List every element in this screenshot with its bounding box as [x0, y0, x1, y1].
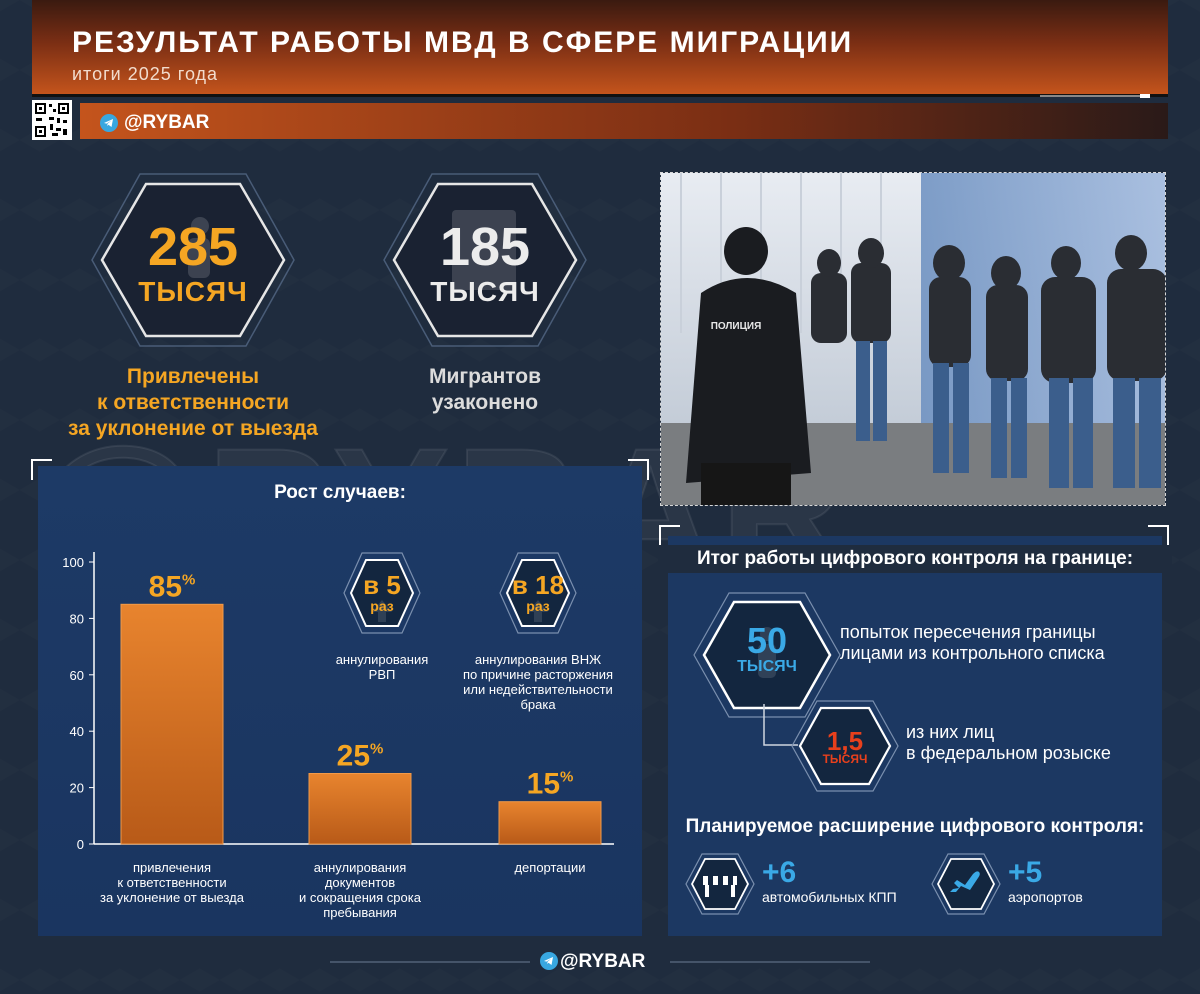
barrier-icon	[685, 853, 755, 915]
stat-unit-1: ТЫСЯЧ	[138, 276, 248, 307]
footer-telegram-icon[interactable]	[540, 952, 558, 970]
growth-unit-1: раз	[370, 598, 394, 614]
bar-data-label: 25%	[337, 740, 384, 773]
expansion-label-2: аэропортов	[1008, 889, 1083, 905]
y-tick-label: 60	[70, 668, 84, 683]
x-tick-label: к ответственности	[117, 875, 226, 890]
header-band	[32, 0, 1168, 94]
growth-label-1: аннулирования РВП	[335, 652, 429, 682]
control-unit-1: ТЫСЯЧ	[737, 658, 797, 675]
control-unit-2: ТЫСЯЧ	[822, 752, 868, 766]
police-sign: ПОЛИЦИЯ	[711, 321, 762, 332]
bar	[120, 603, 224, 845]
control-connector	[763, 704, 798, 746]
x-tick-label: пребывания	[323, 905, 397, 920]
brand-band	[80, 103, 1168, 139]
chart-panel-corners	[31, 459, 649, 480]
brand-handle[interactable]: @RYBAR	[124, 112, 210, 133]
police-photo: ПОЛИЦИЯ	[660, 172, 1166, 506]
stat-hexagon-1	[91, 173, 295, 347]
stat-label-2: Мигрантов узаконено	[428, 365, 542, 414]
stat-unit-2: ТЫСЯЧ	[430, 276, 540, 307]
y-tick-label: 40	[70, 724, 84, 739]
growth-hexagon-1	[343, 552, 421, 634]
stat-value-2: 185	[439, 217, 531, 277]
stat-hexagon-2	[383, 173, 587, 347]
x-tick-label: аннулирования	[314, 860, 407, 875]
control-panel-corners	[659, 525, 1169, 546]
y-tick-label: 80	[70, 611, 84, 626]
x-tick-label: за уклонение от выезда	[100, 890, 245, 905]
control-label-2: из них лиц в федеральном розыске	[906, 722, 1111, 763]
x-tick-label: документов	[325, 875, 395, 890]
airplane-icon	[931, 853, 1001, 915]
bar-data-label: 85%	[149, 570, 196, 603]
control-hexagon-2	[791, 700, 899, 792]
growth-unit-2: раз	[526, 598, 550, 614]
qr-code-icon[interactable]	[32, 100, 72, 140]
control-title: Итог работы цифрового контроля на границ…	[696, 548, 1134, 569]
footer-brand[interactable]: @RYBAR	[560, 951, 646, 972]
stat-value-1: 285	[147, 217, 239, 277]
bar-data-label: 15%	[527, 768, 574, 801]
stat-label-1: Привлечены к ответственности за уклонение …	[68, 365, 318, 440]
expansion-label-1: автомобильных КПП	[762, 889, 897, 905]
growth-value-1: в 5	[363, 570, 401, 600]
control-hexagon-1	[693, 592, 841, 718]
bar	[308, 773, 412, 845]
y-tick-label: 0	[77, 837, 84, 852]
control-label-1: попыток пересечения границы лицами из кон…	[840, 622, 1105, 663]
expansion-title: Планируемое расширение цифрового контрол…	[685, 816, 1145, 837]
control-value-2: 1,5	[826, 726, 864, 756]
x-tick-label: и сокращения срока	[299, 890, 422, 905]
page-title: РЕЗУЛЬТАТ РАБОТЫ МВД В СФЕРЕ МИГРАЦИИ	[72, 26, 854, 59]
x-tick-label: привлечения	[133, 860, 211, 875]
control-title-bar	[658, 545, 1172, 573]
expansion-value-2: +5	[1008, 856, 1043, 889]
bar	[498, 801, 602, 845]
growth-hexagon-2	[499, 552, 577, 634]
x-tick-label: депортации	[514, 860, 585, 875]
y-tick-label: 20	[70, 781, 84, 796]
growth-value-2: в 18	[511, 570, 565, 600]
header-divider	[32, 94, 1168, 97]
telegram-icon[interactable]	[100, 114, 118, 132]
page-subtitle: итоги 2025 года	[72, 64, 219, 84]
header-line-decoration	[1040, 94, 1150, 98]
y-tick-label: 100	[62, 555, 84, 570]
expansion-value-1: +6	[762, 856, 797, 889]
footer-divider	[330, 961, 870, 963]
growth-title: Рост случаев:	[274, 482, 406, 503]
control-value-1: 50	[746, 620, 788, 661]
growth-label-2: аннулирования ВНЖ по причине расторжения …	[462, 652, 614, 712]
